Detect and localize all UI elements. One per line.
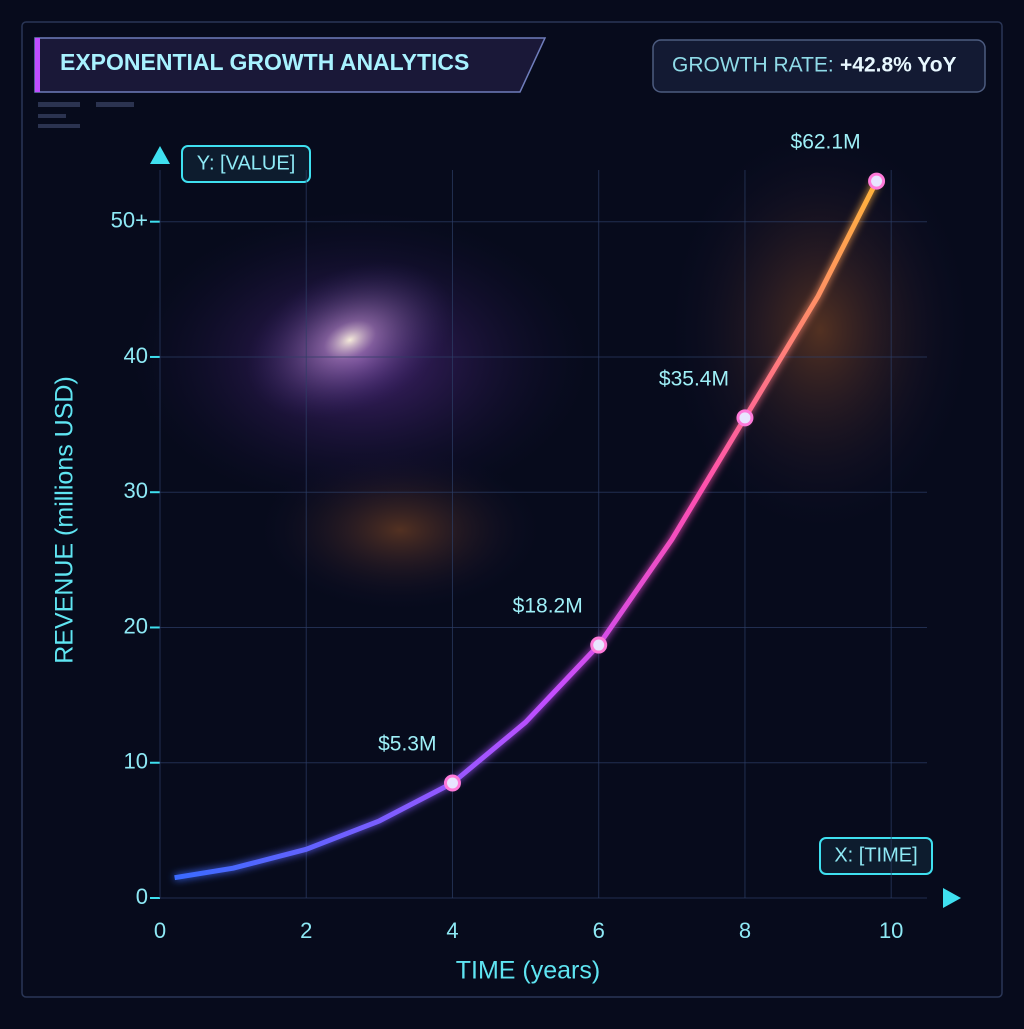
x-tick-label: 8 (739, 918, 751, 943)
y-tag: Y: [VALUE] (197, 152, 296, 174)
data-point (590, 636, 608, 654)
chart-title: EXPONENTIAL GROWTH ANALYTICS (60, 49, 469, 75)
y-axis-arrow (150, 146, 170, 164)
point-label: $62.1M (791, 131, 861, 154)
galaxy (246, 261, 454, 419)
growth-value: +42.8% YoY (840, 54, 957, 77)
growth-box (652, 39, 986, 93)
x-tick-label: 0 (154, 918, 166, 943)
deco (96, 102, 134, 107)
point-label: $18.2M (513, 595, 583, 618)
nebula (260, 450, 540, 610)
y-tag-box (181, 145, 311, 183)
y-tick-label: 20 (124, 613, 148, 638)
deco (38, 124, 80, 128)
y-tick-label: 50+ (111, 208, 148, 233)
x-tick-label: 10 (879, 918, 903, 943)
y-tick-label: 10 (124, 749, 148, 774)
y-tick-label: 0 (136, 884, 148, 909)
x-tick-label: 6 (593, 918, 605, 943)
x-tick-label: 2 (300, 918, 312, 943)
growth-label: GROWTH RATE: (672, 54, 834, 77)
x-tag-box (819, 837, 933, 875)
x-tag: X: [TIME] (834, 844, 917, 866)
deco (38, 102, 80, 107)
x-axis-label: TIME (years) (456, 957, 600, 985)
point-label: $35.4M (659, 367, 729, 390)
series-line (174, 179, 879, 881)
x-axis-arrow (943, 888, 961, 908)
data-point (736, 409, 754, 427)
y-tick-label: 30 (124, 478, 148, 503)
x-tick-label: 4 (446, 918, 458, 943)
data-point (868, 172, 886, 190)
point-label: $5.3M (378, 733, 436, 756)
plot: 0 10 20 30 40 50+ 0 2 4 6 8 10 $5.3M $18.2M $35.4M $62.… (111, 131, 961, 943)
title-accent (35, 38, 40, 92)
y-axis-label: REVENUE (millions USD) (51, 376, 79, 664)
frame (21, 21, 1003, 998)
y-tick-label: 40 (124, 343, 148, 368)
deco (38, 114, 66, 118)
data-point (443, 774, 461, 792)
